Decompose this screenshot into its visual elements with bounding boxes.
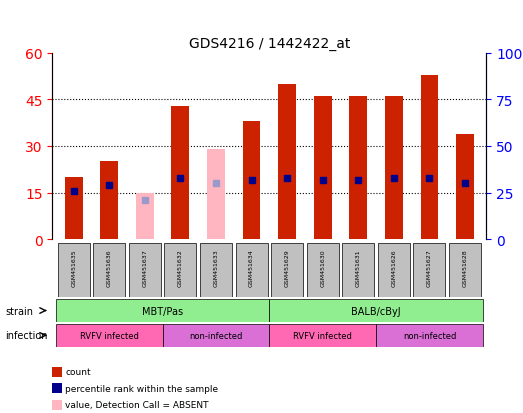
Text: count: count — [65, 367, 91, 376]
Bar — [65, 178, 83, 240]
Title: GDS4216 / 1442422_at: GDS4216 / 1442422_at — [189, 37, 350, 51]
Text: GSM451635: GSM451635 — [71, 249, 76, 287]
FancyBboxPatch shape — [56, 324, 163, 347]
Text: GSM451633: GSM451633 — [213, 249, 219, 287]
Text: GSM451636: GSM451636 — [107, 249, 112, 287]
Text: GSM451629: GSM451629 — [285, 249, 290, 287]
Bar — [420, 75, 438, 240]
Text: GSM451630: GSM451630 — [320, 249, 325, 287]
Text: RVFV infected: RVFV infected — [80, 331, 139, 340]
Bar — [172, 106, 189, 240]
Bar — [349, 97, 367, 240]
Bar — [52, 367, 62, 377]
Bar — [456, 134, 474, 240]
FancyBboxPatch shape — [376, 324, 483, 347]
Text: GSM451626: GSM451626 — [391, 249, 396, 287]
FancyBboxPatch shape — [378, 244, 410, 297]
FancyBboxPatch shape — [235, 244, 268, 297]
FancyBboxPatch shape — [342, 244, 374, 297]
FancyBboxPatch shape — [164, 244, 197, 297]
Bar — [136, 193, 154, 240]
FancyBboxPatch shape — [449, 244, 481, 297]
Text: strain: strain — [5, 306, 33, 316]
Bar — [52, 400, 62, 410]
Bar — [278, 85, 296, 240]
Bar — [385, 97, 403, 240]
FancyBboxPatch shape — [129, 244, 161, 297]
Text: RVFV infected: RVFV infected — [293, 331, 352, 340]
Bar — [314, 97, 332, 240]
FancyBboxPatch shape — [269, 299, 483, 322]
FancyBboxPatch shape — [269, 324, 376, 347]
Text: GSM451632: GSM451632 — [178, 249, 183, 287]
Text: GSM451631: GSM451631 — [356, 249, 361, 287]
Bar — [207, 150, 225, 240]
FancyBboxPatch shape — [200, 244, 232, 297]
FancyBboxPatch shape — [306, 244, 339, 297]
Text: percentile rank within the sample: percentile rank within the sample — [65, 384, 219, 393]
Text: non-infected: non-infected — [403, 331, 456, 340]
Text: GSM451634: GSM451634 — [249, 249, 254, 287]
Text: MBT/Pas: MBT/Pas — [142, 306, 183, 316]
Bar — [52, 383, 62, 393]
Bar — [243, 122, 260, 240]
Text: value, Detection Call = ABSENT: value, Detection Call = ABSENT — [65, 400, 209, 409]
Text: GSM451627: GSM451627 — [427, 249, 432, 287]
FancyBboxPatch shape — [163, 324, 269, 347]
Bar — [100, 162, 118, 240]
Text: infection: infection — [5, 330, 48, 341]
Text: GSM451637: GSM451637 — [142, 249, 147, 287]
FancyBboxPatch shape — [56, 299, 269, 322]
FancyBboxPatch shape — [58, 244, 89, 297]
FancyBboxPatch shape — [93, 244, 125, 297]
Text: non-infected: non-infected — [189, 331, 243, 340]
FancyBboxPatch shape — [414, 244, 446, 297]
Text: BALB/cByJ: BALB/cByJ — [351, 306, 401, 316]
FancyBboxPatch shape — [271, 244, 303, 297]
Text: GSM451628: GSM451628 — [462, 249, 468, 287]
